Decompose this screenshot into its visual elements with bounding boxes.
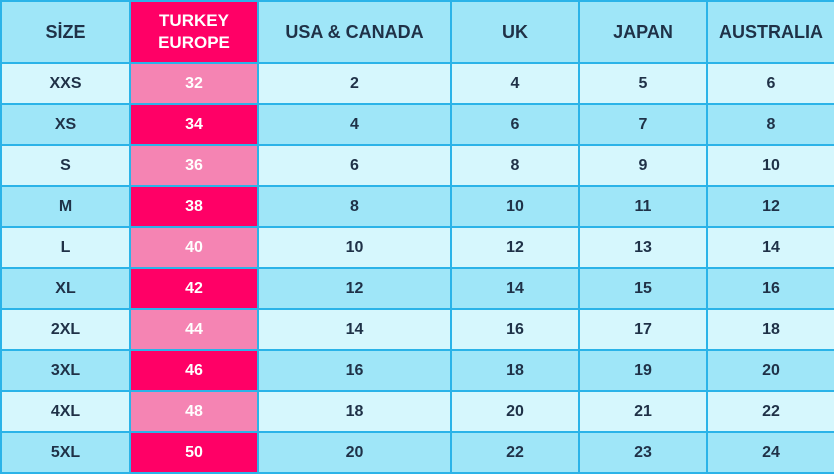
cell-japan: 7	[578, 103, 708, 146]
table-row: L 40 10 12 13 14	[0, 226, 834, 269]
cell-turkey-europe: 42	[129, 267, 259, 310]
cell-australia: 22	[706, 390, 834, 433]
cell-australia: 12	[706, 185, 834, 228]
header-size: SİZE	[0, 0, 131, 64]
cell-uk: 8	[450, 144, 580, 187]
cell-uk: 18	[450, 349, 580, 392]
table-row: M 38 8 10 11 12	[0, 185, 834, 228]
cell-size: 3XL	[0, 349, 131, 392]
cell-uk: 6	[450, 103, 580, 146]
cell-turkey-europe: 38	[129, 185, 259, 228]
cell-usa-canada: 12	[257, 267, 452, 310]
size-chart-header: SİZE TURKEY EUROPE USA & CANADA UK JAPAN…	[0, 0, 834, 64]
cell-turkey-europe: 40	[129, 226, 259, 269]
cell-japan: 5	[578, 62, 708, 105]
cell-turkey-europe: 48	[129, 390, 259, 433]
table-row: XL 42 12 14 15 16	[0, 267, 834, 310]
cell-usa-canada: 8	[257, 185, 452, 228]
cell-size: XXS	[0, 62, 131, 105]
header-row: SİZE TURKEY EUROPE USA & CANADA UK JAPAN…	[0, 0, 834, 64]
header-uk: UK	[450, 0, 580, 64]
cell-japan: 9	[578, 144, 708, 187]
cell-size: 5XL	[0, 431, 131, 474]
cell-japan: 13	[578, 226, 708, 269]
cell-turkey-europe: 34	[129, 103, 259, 146]
cell-japan: 19	[578, 349, 708, 392]
cell-size: L	[0, 226, 131, 269]
cell-size: XL	[0, 267, 131, 310]
table-row: XS 34 4 6 7 8	[0, 103, 834, 146]
header-turkey-europe: TURKEY EUROPE	[129, 0, 259, 64]
header-japan: JAPAN	[578, 0, 708, 64]
cell-turkey-europe: 46	[129, 349, 259, 392]
table-row: S 36 6 8 9 10	[0, 144, 834, 187]
cell-size: XS	[0, 103, 131, 146]
cell-uk: 12	[450, 226, 580, 269]
cell-australia: 20	[706, 349, 834, 392]
cell-turkey-europe: 32	[129, 62, 259, 105]
cell-usa-canada: 10	[257, 226, 452, 269]
cell-australia: 24	[706, 431, 834, 474]
cell-australia: 14	[706, 226, 834, 269]
header-turkey-line2: EUROPE	[158, 33, 230, 52]
header-turkey-line1: TURKEY	[159, 11, 229, 30]
cell-japan: 11	[578, 185, 708, 228]
cell-size: 4XL	[0, 390, 131, 433]
header-usa-canada: USA & CANADA	[257, 0, 452, 64]
cell-usa-canada: 16	[257, 349, 452, 392]
cell-japan: 15	[578, 267, 708, 310]
cell-uk: 22	[450, 431, 580, 474]
cell-japan: 21	[578, 390, 708, 433]
cell-uk: 4	[450, 62, 580, 105]
cell-usa-canada: 6	[257, 144, 452, 187]
cell-australia: 16	[706, 267, 834, 310]
cell-uk: 10	[450, 185, 580, 228]
cell-australia: 18	[706, 308, 834, 351]
table-row: 2XL 44 14 16 17 18	[0, 308, 834, 351]
cell-japan: 23	[578, 431, 708, 474]
cell-usa-canada: 4	[257, 103, 452, 146]
cell-turkey-europe: 50	[129, 431, 259, 474]
cell-japan: 17	[578, 308, 708, 351]
cell-usa-canada: 2	[257, 62, 452, 105]
cell-turkey-europe: 44	[129, 308, 259, 351]
cell-australia: 6	[706, 62, 834, 105]
table-row: XXS 32 2 4 5 6	[0, 62, 834, 105]
cell-uk: 14	[450, 267, 580, 310]
cell-usa-canada: 18	[257, 390, 452, 433]
table-row: 4XL 48 18 20 21 22	[0, 390, 834, 433]
cell-usa-canada: 20	[257, 431, 452, 474]
table-row: 3XL 46 16 18 19 20	[0, 349, 834, 392]
cell-australia: 8	[706, 103, 834, 146]
header-australia: AUSTRALIA	[706, 0, 834, 64]
cell-size: S	[0, 144, 131, 187]
cell-size: M	[0, 185, 131, 228]
cell-size: 2XL	[0, 308, 131, 351]
cell-usa-canada: 14	[257, 308, 452, 351]
cell-uk: 20	[450, 390, 580, 433]
cell-turkey-europe: 36	[129, 144, 259, 187]
cell-uk: 16	[450, 308, 580, 351]
cell-australia: 10	[706, 144, 834, 187]
size-chart-body: XXS 32 2 4 5 6 XS 34 4 6 7 8 S 36 6 8 9 …	[0, 62, 834, 474]
table-row: 5XL 50 20 22 23 24	[0, 431, 834, 474]
